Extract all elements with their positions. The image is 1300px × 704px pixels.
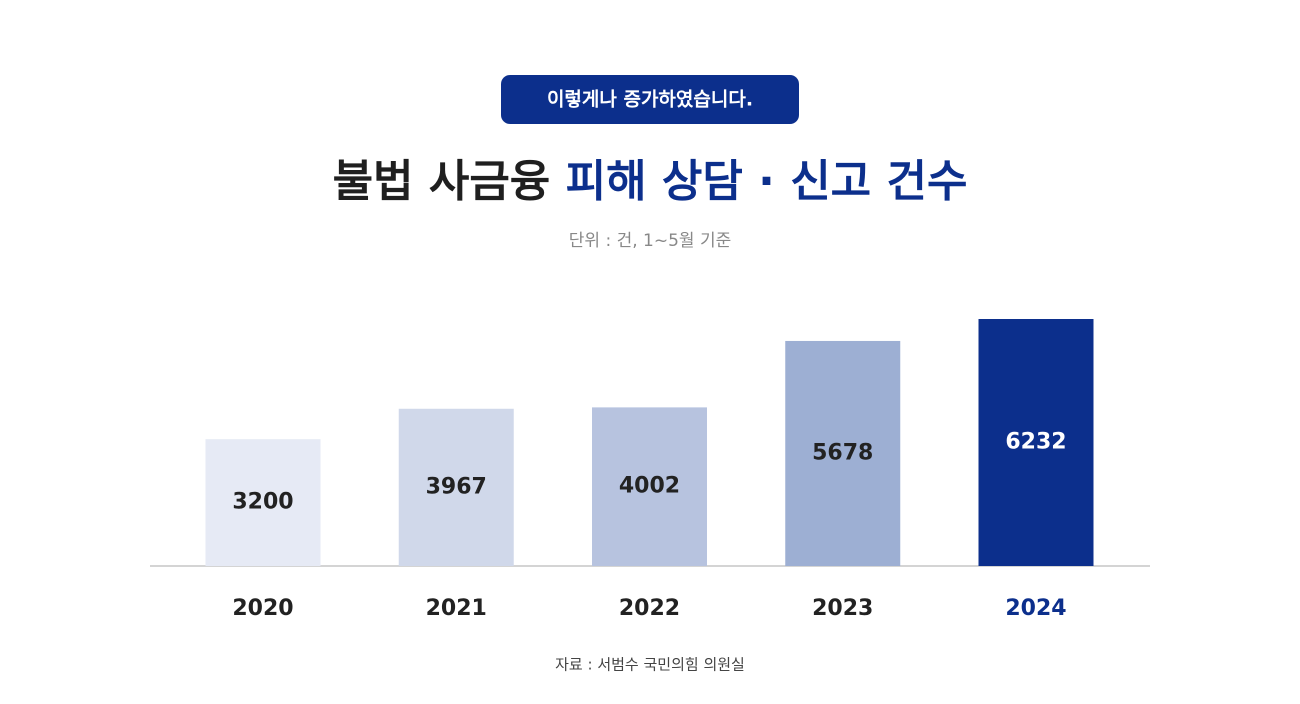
value-label: 5678 (812, 440, 873, 465)
value-label: 6232 (1005, 430, 1066, 455)
title-part: 불법 사금융 (333, 156, 551, 207)
title-part: 피해 상담 · 신고 건수 (566, 156, 968, 207)
chart-title: 불법 사금융 피해 상담 · 신고 건수 (333, 156, 968, 207)
subtitle: 단위 : 건, 1~5월 기준 (569, 231, 731, 251)
x-tick-label: 2020 (232, 596, 293, 621)
value-label: 3200 (232, 490, 293, 515)
x-tick-label: 2022 (619, 596, 680, 621)
x-tick-label: 2021 (426, 596, 487, 621)
bar (785, 340, 901, 566)
x-tick-label: 2024 (1005, 596, 1066, 621)
bar (978, 319, 1094, 566)
bar (398, 408, 514, 566)
bar (205, 439, 321, 566)
source: 자료 : 서범수 국민의힘 의원실 (555, 656, 745, 674)
value-label: 4002 (619, 474, 680, 499)
value-label: 3967 (426, 474, 487, 499)
badge-bg (501, 75, 799, 124)
x-tick-label: 2023 (812, 596, 873, 621)
bar (592, 407, 707, 566)
badge: 이렇게나 증가하였습니다. (547, 89, 753, 111)
